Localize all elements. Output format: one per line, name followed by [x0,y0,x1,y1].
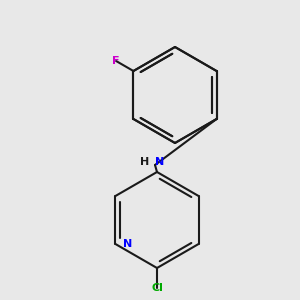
Text: N: N [123,239,132,249]
Text: H: H [140,157,150,167]
Text: N: N [155,157,165,167]
Text: Cl: Cl [151,283,163,293]
Text: F: F [112,56,120,66]
